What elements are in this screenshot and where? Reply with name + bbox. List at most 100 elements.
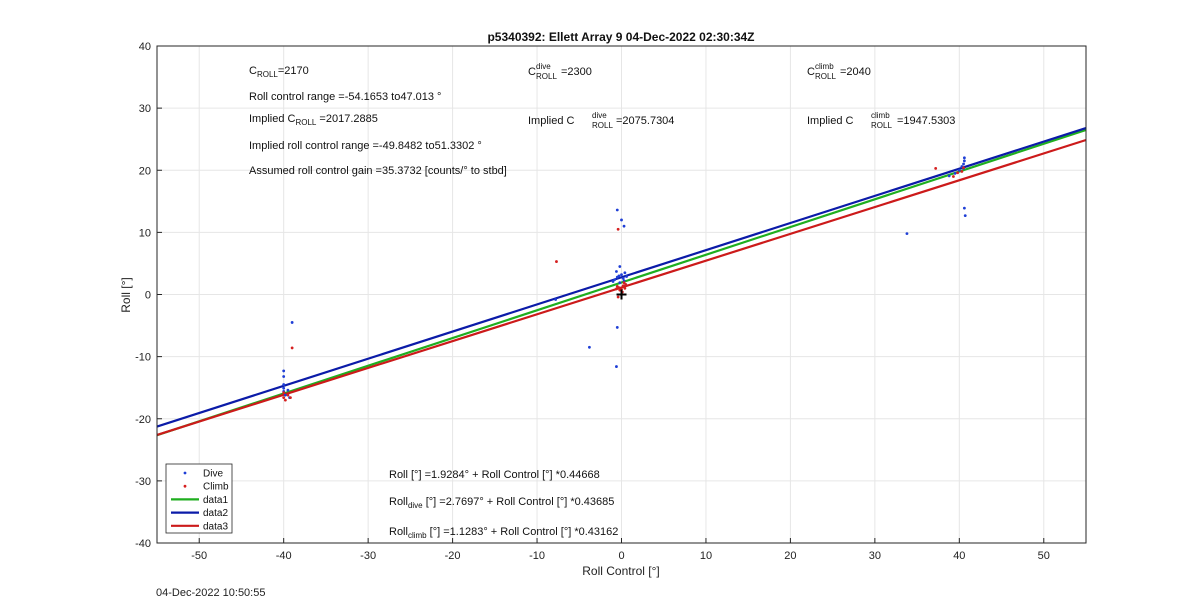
annotation-implied-c-dive: Implied C dive ROLL =2075.7304 bbox=[528, 109, 674, 131]
dive-point bbox=[615, 365, 618, 368]
equation-all: Roll [°] =1.9284° + Roll Control [°] *0.… bbox=[389, 469, 600, 481]
legend-label: Dive bbox=[203, 469, 223, 480]
dive-point bbox=[286, 388, 290, 392]
dive-point bbox=[621, 276, 625, 280]
climb-point bbox=[956, 171, 960, 175]
dive-point bbox=[957, 168, 961, 172]
x-axis-label: Roll Control [°] bbox=[582, 564, 660, 578]
chart-title: p5340392: Ellett Array 9 04-Dec-2022 02:… bbox=[487, 30, 754, 44]
dive-point bbox=[282, 386, 286, 390]
y-axis-label: Roll [°] bbox=[119, 277, 133, 312]
climb-point bbox=[623, 286, 627, 290]
dive-point bbox=[282, 375, 286, 378]
dive-point bbox=[617, 274, 621, 278]
annotation-c-roll: CROLL=2170 bbox=[249, 65, 309, 79]
dive-point bbox=[554, 298, 558, 301]
climb-point bbox=[960, 170, 964, 173]
footer-timestamp: 04-Dec-2022 10:50:55 bbox=[156, 587, 266, 599]
y-tick-label: -40 bbox=[135, 538, 151, 550]
climb-point bbox=[621, 284, 625, 288]
climb-point bbox=[952, 175, 955, 178]
dive-point bbox=[620, 273, 623, 277]
dive-point bbox=[613, 278, 617, 281]
legend-swatch-dive bbox=[183, 471, 187, 475]
dive-point bbox=[290, 321, 294, 324]
climb-point bbox=[624, 283, 628, 286]
x-tick-label: -10 bbox=[529, 550, 545, 562]
axis-ticks: -50 -40 -30 -20 -10 0 10 20 30 40 50 -40 -30 -20 -10 0 1… bbox=[135, 41, 1050, 562]
x-tick-label: -30 bbox=[360, 550, 376, 562]
dive-point bbox=[963, 214, 967, 218]
y-tick-label: -30 bbox=[135, 476, 151, 488]
fit-line-data2 bbox=[156, 126, 1087, 428]
annotation-roll-range: Roll control range =-54.1653 to47.013 ° bbox=[249, 91, 441, 103]
dive-point bbox=[615, 326, 619, 329]
climb-point bbox=[615, 287, 618, 291]
y-tick-label: 20 bbox=[139, 165, 151, 177]
legend-swatch-climb bbox=[183, 484, 187, 488]
dive-point bbox=[962, 162, 965, 166]
x-tick-label: 50 bbox=[1038, 550, 1050, 562]
climb-point bbox=[555, 260, 558, 263]
data-points bbox=[282, 156, 967, 402]
y-tick-label: 40 bbox=[139, 41, 151, 53]
legend-label: Climb bbox=[203, 482, 229, 493]
climb-point bbox=[617, 286, 621, 290]
climb-point bbox=[616, 295, 620, 299]
dive-point bbox=[962, 156, 966, 160]
equation-climb: Rollclimb [°] =1.1283° + Roll Control [°… bbox=[389, 526, 618, 540]
x-tick-label: 0 bbox=[618, 550, 624, 562]
climb-point bbox=[282, 396, 286, 400]
dive-point bbox=[962, 159, 966, 163]
origin-marker bbox=[616, 289, 627, 300]
climb-point bbox=[286, 393, 290, 397]
dive-point bbox=[588, 345, 591, 349]
y-tick-label: 0 bbox=[145, 290, 151, 302]
x-tick-label: 40 bbox=[953, 550, 965, 562]
x-tick-label: 30 bbox=[869, 550, 881, 562]
y-tick-label: 10 bbox=[139, 227, 151, 239]
climb-point bbox=[934, 166, 938, 170]
dive-point bbox=[953, 171, 957, 175]
dive-point bbox=[620, 218, 623, 222]
x-tick-label: -50 bbox=[191, 550, 207, 562]
x-tick-label: -40 bbox=[276, 550, 292, 562]
annotation-gain: Assumed roll control gain =35.3732 [coun… bbox=[249, 165, 507, 177]
climb-point bbox=[616, 227, 620, 231]
legend-label: data2 bbox=[203, 508, 228, 519]
climb-point bbox=[283, 398, 287, 402]
annotation-c-climb: C climb ROLL =2040 bbox=[807, 60, 871, 82]
x-tick-label: 20 bbox=[784, 550, 796, 562]
dive-point bbox=[905, 232, 909, 236]
annotation-c-dive: C dive ROLL =2300 bbox=[528, 60, 592, 82]
equation-dive: Rolldive [°] =2.7697° + Roll Control [°]… bbox=[389, 496, 614, 510]
dive-point bbox=[282, 383, 286, 386]
annotation-implied-c-roll: Implied CROLL =2017.2885 bbox=[249, 113, 378, 127]
fit-line-data1 bbox=[156, 128, 1087, 437]
y-tick-label: -10 bbox=[135, 352, 151, 364]
legend-label: data3 bbox=[203, 521, 228, 532]
dive-point bbox=[618, 281, 622, 285]
dive-point bbox=[615, 270, 618, 273]
dive-point bbox=[623, 271, 627, 275]
dive-point bbox=[615, 208, 619, 212]
dive-point bbox=[947, 174, 951, 178]
dive-point bbox=[283, 393, 287, 397]
y-tick-label: -20 bbox=[135, 414, 151, 426]
climb-point bbox=[282, 391, 286, 395]
climb-point bbox=[289, 396, 292, 400]
climb-point bbox=[962, 166, 965, 170]
dive-point bbox=[625, 275, 628, 278]
annotation-implied-c-climb: Implied C climb ROLL =1947.5303 bbox=[807, 109, 955, 131]
x-tick-label: -20 bbox=[445, 550, 461, 562]
dive-point bbox=[282, 369, 286, 373]
dive-point bbox=[611, 280, 615, 283]
dive-point bbox=[618, 265, 622, 268]
legend: Dive Climb data1 data2 data3 bbox=[165, 463, 233, 534]
dive-point bbox=[622, 224, 626, 228]
x-tick-label: 10 bbox=[700, 550, 712, 562]
climb-point bbox=[290, 346, 294, 350]
annotation-implied-range: Implied roll control range =-49.8482 to5… bbox=[249, 140, 482, 152]
y-tick-label: 30 bbox=[139, 103, 151, 115]
